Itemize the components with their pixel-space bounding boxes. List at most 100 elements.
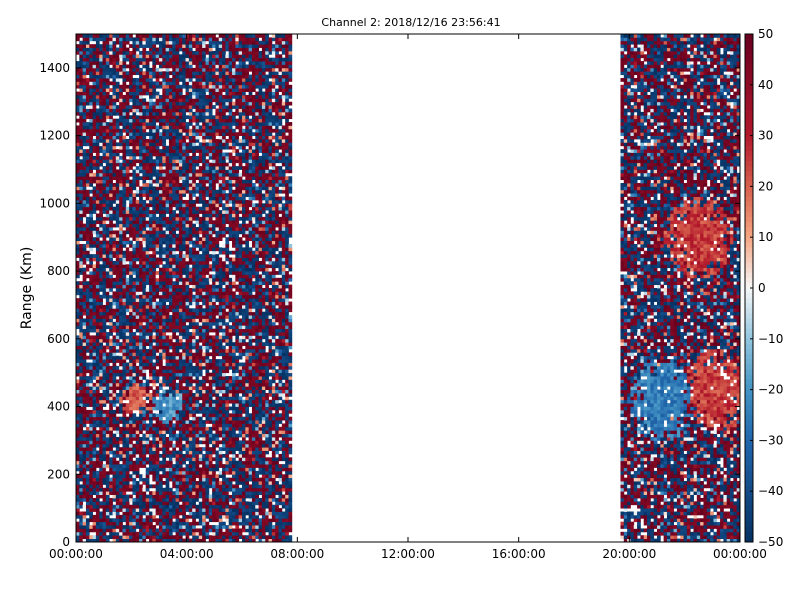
heatmap-cell — [165, 118, 170, 123]
heatmap-cell — [122, 308, 127, 313]
heatmap-cell — [178, 440, 183, 445]
heatmap-cell — [142, 216, 147, 221]
heatmap-cell — [102, 450, 107, 455]
heatmap-cell — [109, 81, 113, 86]
heatmap-cell — [182, 122, 186, 126]
heatmap-cell — [85, 453, 90, 458]
heatmap-cell — [112, 78, 117, 82]
heatmap-cell — [129, 450, 133, 455]
heatmap-cell — [192, 81, 196, 86]
heatmap-cell — [139, 118, 143, 123]
heatmap-cell — [155, 403, 160, 407]
heatmap-cell — [185, 477, 190, 482]
heatmap-cell — [135, 61, 140, 65]
heatmap-cell — [89, 409, 93, 414]
heatmap-cell — [89, 243, 93, 248]
heatmap-cell — [168, 88, 173, 92]
heatmap-cell — [82, 254, 87, 258]
heatmap-cell — [115, 105, 120, 109]
heatmap-cell — [102, 457, 107, 462]
heatmap-cell — [182, 193, 186, 197]
heatmap-cell — [145, 518, 150, 523]
heatmap-cell — [142, 206, 147, 211]
heatmap-cell — [152, 260, 157, 265]
heatmap-cell — [109, 376, 113, 380]
heatmap-cell — [92, 426, 97, 431]
heatmap-cell — [92, 528, 97, 533]
heatmap-cell — [105, 189, 110, 194]
heatmap-cell — [182, 379, 186, 384]
heatmap-cell — [99, 342, 103, 346]
heatmap-cell — [89, 227, 93, 231]
heatmap-cell — [112, 155, 117, 160]
heatmap-cell — [82, 328, 87, 333]
heatmap-cell — [119, 274, 123, 279]
heatmap-cell — [182, 423, 186, 428]
heatmap-cell — [85, 409, 90, 414]
heatmap-cell — [102, 260, 107, 265]
heatmap-cell — [95, 186, 100, 191]
heatmap-cell — [79, 426, 84, 431]
heatmap-cell — [76, 396, 80, 401]
heatmap-cell — [155, 535, 160, 540]
heatmap-cell — [89, 125, 93, 130]
heatmap-cell — [145, 274, 150, 279]
heatmap-cell — [129, 308, 133, 313]
heatmap-cell — [95, 294, 100, 299]
heatmap-cell — [145, 497, 150, 502]
heatmap-cell — [112, 464, 117, 468]
heatmap-cell — [85, 508, 90, 512]
heatmap-cell — [95, 166, 100, 170]
heatmap-cell — [172, 105, 176, 109]
heatmap-cell — [89, 128, 93, 133]
heatmap-cell — [119, 288, 123, 292]
heatmap-cell — [102, 81, 107, 86]
heatmap-cell — [172, 450, 176, 455]
heatmap-cell — [159, 328, 163, 333]
heatmap-cell — [185, 199, 190, 204]
heatmap-cell — [155, 108, 160, 113]
heatmap-cell — [82, 172, 87, 177]
heatmap-cell — [135, 105, 140, 109]
heatmap-cell — [159, 111, 163, 116]
heatmap-cell — [149, 264, 153, 269]
heatmap-cell — [132, 67, 137, 72]
heatmap-cell — [89, 365, 93, 370]
heatmap-cell — [175, 183, 180, 187]
heatmap-cell — [162, 179, 167, 184]
heatmap-cell — [162, 172, 167, 177]
heatmap-cell — [155, 386, 160, 390]
heatmap-cell — [112, 535, 117, 540]
heatmap-cell — [129, 494, 133, 499]
heatmap-cell — [95, 359, 100, 363]
heatmap-cell — [192, 138, 196, 143]
heatmap-cell — [188, 311, 193, 316]
heatmap-cell — [168, 267, 173, 272]
heatmap-cell — [142, 179, 147, 184]
heatmap-cell — [92, 47, 97, 52]
heatmap-cell — [192, 135, 196, 140]
heatmap-cell — [122, 277, 127, 282]
heatmap-cell — [99, 74, 103, 79]
heatmap-cell — [122, 403, 127, 407]
heatmap-cell — [109, 359, 113, 363]
heatmap-cell — [89, 44, 93, 48]
heatmap-cell — [95, 88, 100, 92]
heatmap-cell — [139, 477, 143, 482]
heatmap-cell — [188, 220, 193, 225]
heatmap-cell — [165, 376, 170, 380]
heatmap-cell — [142, 223, 147, 228]
heatmap-cell — [178, 315, 183, 319]
heatmap-cell — [102, 98, 107, 103]
heatmap-cell — [139, 88, 143, 92]
heatmap-cell — [159, 118, 163, 123]
heatmap-cell — [119, 101, 123, 106]
heatmap-cell — [132, 152, 137, 157]
heatmap-cell — [119, 301, 123, 306]
heatmap-cell — [152, 115, 157, 120]
heatmap-cell — [132, 487, 137, 492]
heatmap-cell — [185, 538, 190, 543]
heatmap-cell — [149, 132, 153, 136]
heatmap-cell — [115, 392, 120, 397]
heatmap-cell — [135, 304, 140, 309]
